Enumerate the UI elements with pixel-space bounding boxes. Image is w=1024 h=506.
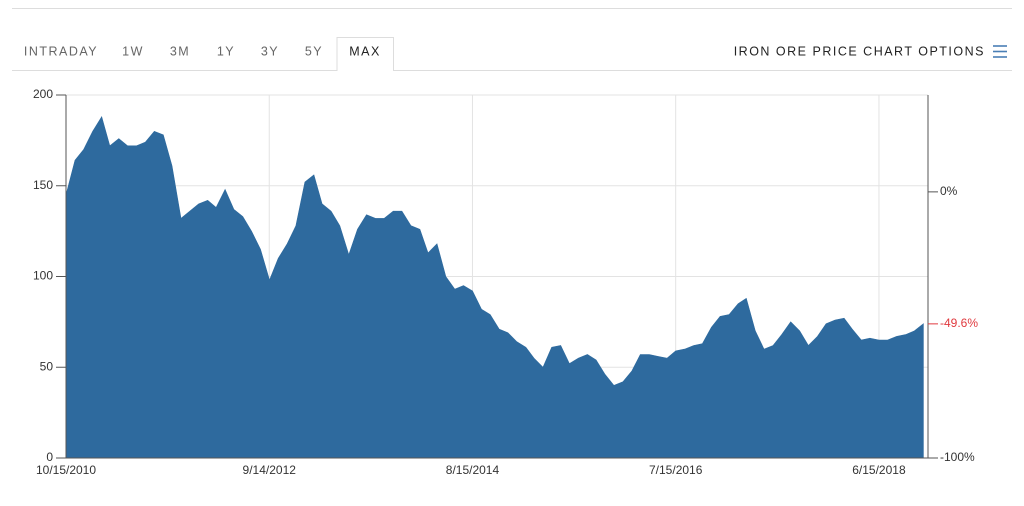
tab[interactable]: INTRADAY bbox=[24, 44, 98, 58]
plot: 10/15/2010 9/14/2012 8/15/2014 7/15/2016 6/1… bbox=[33, 87, 978, 477]
y-tick-label: 200 bbox=[33, 87, 53, 101]
tab[interactable]: 5Y bbox=[305, 44, 323, 58]
tab[interactable]: 3Y bbox=[261, 44, 279, 58]
options-button[interactable]: IRON ORE PRICE CHART OPTIONS bbox=[734, 44, 985, 58]
y-tick-label: 50 bbox=[40, 359, 54, 373]
y2-tick-label: 0% bbox=[940, 184, 958, 198]
price-area bbox=[65, 116, 924, 459]
x-tick-label: 9/14/2012 bbox=[243, 463, 297, 477]
active-tab-box bbox=[336, 37, 394, 71]
tab[interactable]: 1W bbox=[122, 44, 144, 58]
tab[interactable]: 1Y bbox=[217, 44, 235, 58]
tab[interactable]: MAX bbox=[349, 44, 381, 58]
x-tick-label: 6/15/2018 bbox=[852, 463, 906, 477]
y-tick-label: 0 bbox=[46, 450, 53, 464]
tab[interactable]: 3M bbox=[170, 44, 190, 58]
x-tick-label: 8/15/2014 bbox=[446, 463, 500, 477]
y-tick-label: 150 bbox=[33, 178, 53, 192]
tabs: INTRADAY 1W 3M 1Y 3Y 5Y MAX bbox=[24, 37, 394, 71]
last-change-label: -49.6% bbox=[940, 316, 978, 330]
y-tick-label: 100 bbox=[33, 269, 53, 283]
y2-tick-label: -100% bbox=[940, 450, 975, 464]
menu-icon[interactable] bbox=[993, 45, 1007, 58]
x-tick-label: 10/15/2010 bbox=[36, 463, 96, 477]
x-tick-label: 7/15/2016 bbox=[649, 463, 703, 477]
